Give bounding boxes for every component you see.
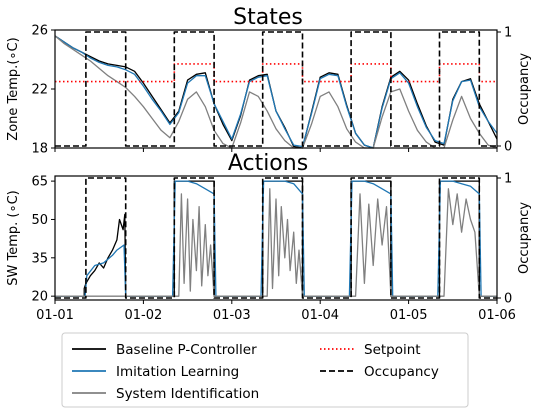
actions-xtick-label: 01-01 (36, 308, 74, 323)
actions-xtick-label: 01-03 (213, 308, 251, 323)
states-ylabel: Zone Temp.(∘C) (6, 37, 21, 140)
states-series-imitation-learning (54, 35, 498, 149)
states-ytick-label: 26 (31, 24, 48, 39)
states-y2tick-label: 0 (504, 140, 512, 155)
states-panel: States 26 22 18 1 0 Zone Temp.(∘C) Occupancy (6, 5, 532, 157)
legend-label-imitation: Imitation Learning (116, 364, 239, 380)
actions-ytick-label: 65 (31, 175, 48, 190)
states-series-baseline-p-controller (54, 35, 498, 149)
actions-title: Actions (228, 151, 308, 176)
actions-xtick-label: 01-04 (301, 308, 339, 323)
actions-y2tick-label: 0 (504, 292, 512, 307)
actions-series-occupancy (55, 177, 497, 299)
states-ytick-label: 22 (31, 83, 48, 98)
actions-ytick-label: 35 (31, 251, 48, 266)
states-ticks: 26 22 18 1 0 (31, 24, 512, 157)
actions-xtick-label: 01-05 (390, 308, 428, 323)
states-y2label: Occupancy (517, 53, 532, 125)
actions-ticks: 65 50 35 20 1 0 01-01 01-02 01-03 01-04 01-05 01-06 (31, 172, 515, 324)
legend: Baseline P-Controller Imitation Learning… (61, 332, 469, 408)
actions-series (55, 177, 497, 299)
actions-xtick-label: 01-06 (478, 308, 516, 323)
states-series (54, 31, 498, 149)
actions-ylabel: SW Temp. (∘C) (6, 190, 21, 286)
actions-ytick-label: 20 (31, 290, 48, 305)
actions-series-system-identification (55, 188, 497, 297)
states-axes-frame (54, 29, 498, 149)
legend-label-baseline: Baseline P-Controller (116, 342, 257, 358)
states-series-system-identification (54, 35, 498, 149)
actions-panel: Actions 65 50 35 20 1 0 01-01 01-02 01-03 01-04 01… (6, 151, 532, 323)
actions-y2label: Occupancy (517, 202, 532, 274)
legend-label-setpoint: Setpoint (364, 342, 421, 358)
actions-ytick-label: 50 (31, 213, 48, 228)
legend-box (61, 332, 469, 408)
actions-xtick-label: 01-02 (125, 308, 163, 323)
states-series-occupancy (55, 31, 497, 147)
legend-label-sysid: System Identification (116, 386, 259, 402)
actions-y2tick-label: 1 (504, 172, 512, 187)
states-title: States (233, 5, 303, 30)
states-ytick-label: 18 (31, 142, 48, 157)
legend-label-occupancy: Occupancy (364, 364, 439, 380)
actions-axes-frame (54, 175, 498, 301)
states-y2tick-label: 1 (504, 26, 512, 41)
